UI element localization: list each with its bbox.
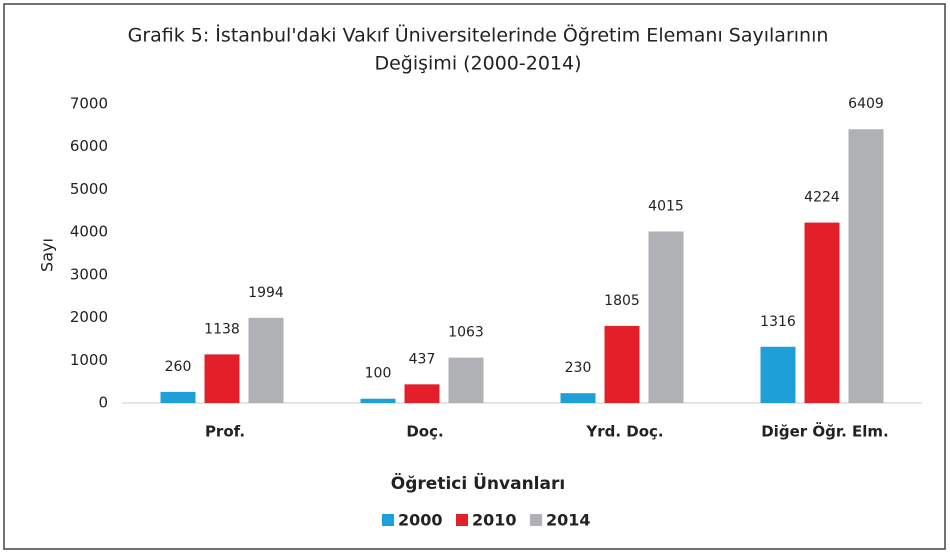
- bar: [448, 357, 484, 403]
- chart-border: [3, 3, 946, 550]
- bar: [760, 346, 796, 403]
- bar: [160, 391, 196, 403]
- bar: [248, 317, 284, 403]
- bar: [848, 129, 884, 403]
- data-label: 6409: [848, 96, 884, 112]
- legend-label: 2000: [398, 511, 443, 530]
- y-tick-label: 6000: [70, 137, 108, 155]
- legend-swatch: [530, 514, 542, 526]
- bar: [804, 222, 840, 403]
- y-axis-label: Sayı: [38, 238, 57, 272]
- data-label: 1138: [204, 321, 240, 337]
- x-axis-label: Öğretici Ünvanları: [391, 472, 565, 494]
- legend-label: 2010: [472, 511, 517, 530]
- chart-title: Grafik 5: İstanbul'daki Vakıf Üniversite…: [128, 24, 829, 47]
- y-tick-label: 5000: [70, 180, 108, 198]
- data-label: 1805: [604, 293, 640, 309]
- y-tick-label: 0: [98, 394, 108, 412]
- legend-swatch: [456, 514, 468, 526]
- data-label: 1316: [760, 314, 796, 330]
- data-label: 4015: [648, 199, 684, 215]
- y-tick-label: 4000: [70, 223, 108, 241]
- y-tick-label: 1000: [70, 351, 108, 369]
- bar: [404, 384, 440, 403]
- y-tick-label: 2000: [70, 308, 108, 326]
- data-label: 230: [565, 360, 592, 376]
- data-label: 1063: [448, 325, 484, 341]
- data-label: 437: [409, 351, 436, 367]
- data-label: 4224: [804, 190, 840, 206]
- chart-title: Değişimi (2000-2014): [374, 53, 581, 75]
- bar: [648, 231, 684, 403]
- legend-label: 2014: [546, 511, 591, 530]
- x-tick-label: Doç.: [406, 423, 443, 441]
- bar: [360, 398, 396, 403]
- bar: [204, 354, 240, 403]
- x-tick-label: Prof.: [205, 423, 245, 441]
- legend-swatch: [382, 514, 394, 526]
- data-label: 100: [365, 366, 392, 382]
- data-label: 260: [165, 359, 192, 375]
- x-tick-label: Diğer Öğr. Elm.: [761, 422, 889, 441]
- y-tick-label: 3000: [70, 265, 108, 283]
- y-tick-label: 7000: [70, 95, 108, 113]
- data-label: 1994: [248, 285, 284, 301]
- x-tick-label: Yrd. Doç.: [585, 423, 663, 441]
- bar: [604, 325, 640, 403]
- bar: [560, 393, 596, 403]
